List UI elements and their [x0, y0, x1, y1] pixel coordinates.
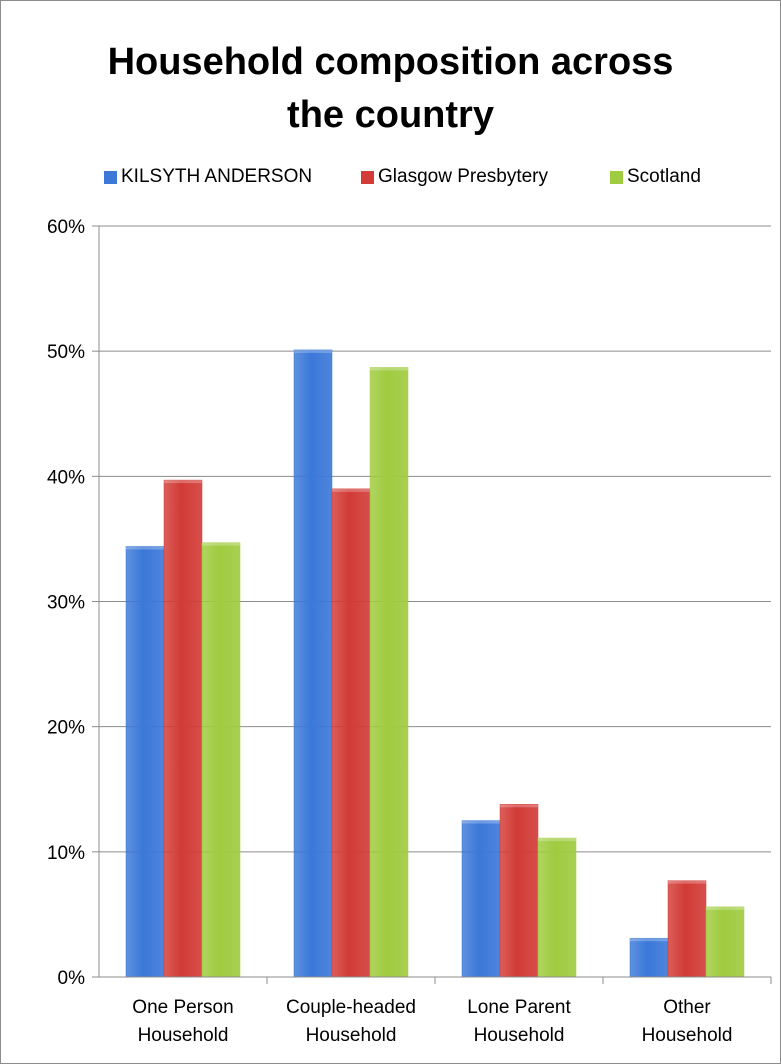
x-tick-label: Other [663, 997, 711, 1018]
tick-labels: 0% 10% 20% 30% 40% 50% 60% One Person Household C… [47, 217, 732, 1046]
legend-item-scotland: Scotland [610, 166, 701, 188]
legend-item-kilsyth-anderson: KILSYTH ANDERSON [104, 166, 312, 188]
bar-highlight [164, 480, 202, 484]
bar [163, 479, 203, 978]
y-tick-label: 50% [47, 342, 85, 363]
x-tick-label: One Person [132, 997, 233, 1018]
bar-highlight [294, 349, 332, 353]
x-tick-label: Household [138, 1025, 229, 1046]
bar [629, 937, 669, 978]
bar [201, 542, 241, 978]
bar-highlight [462, 820, 500, 824]
legend-swatch-scotland [610, 170, 623, 184]
bar-highlight [332, 488, 370, 492]
chart-title-line-1: Household composition across [107, 41, 674, 83]
y-tick-label: 30% [47, 593, 85, 614]
x-tick-label: Household [306, 1025, 397, 1046]
bar [125, 546, 165, 978]
y-tick-label: 0% [58, 968, 86, 989]
bar [369, 367, 409, 978]
bar [537, 837, 577, 978]
bar-highlight [500, 804, 538, 808]
legend-item-glasgow-presbytery: Glasgow Presbytery [361, 166, 548, 188]
chart-title: Household composition across the country [0, 36, 781, 142]
bar-highlight [202, 542, 240, 546]
bar-highlight [126, 546, 164, 550]
chart-legend: KILSYTH ANDERSON Glasgow Presbytery Scot… [0, 166, 781, 194]
legend-label-scotland: Scotland [627, 166, 701, 187]
legend-swatch-kilsyth-anderson [104, 170, 117, 184]
y-tick-label: 60% [47, 217, 85, 238]
bar [667, 880, 707, 978]
legend-label-kilsyth-anderson: KILSYTH ANDERSON [121, 166, 313, 187]
bar-highlight [706, 906, 744, 910]
y-tick-label: 40% [47, 467, 85, 488]
x-tick-label: Household [474, 1025, 565, 1046]
bar [499, 804, 539, 978]
chart-title-line-2: the country [287, 94, 494, 136]
bar-highlight [538, 838, 576, 842]
legend-swatch-glasgow-presbytery [361, 170, 374, 184]
bar [331, 488, 371, 978]
x-tick-label: Couple-headed [286, 997, 416, 1018]
bars [125, 349, 745, 978]
y-tick-label: 10% [47, 843, 85, 864]
bar-highlight [630, 938, 668, 942]
bar [705, 906, 745, 978]
x-tick-label: Lone Parent [467, 997, 571, 1018]
y-tick-label: 20% [47, 718, 85, 739]
bar [461, 820, 501, 978]
x-tick-label: Household [642, 1025, 733, 1046]
axes [92, 225, 772, 984]
bar-highlight [668, 880, 706, 884]
bar [293, 349, 333, 978]
bar-highlight [370, 367, 408, 371]
legend-label-glasgow-presbytery: Glasgow Presbytery [378, 166, 549, 187]
